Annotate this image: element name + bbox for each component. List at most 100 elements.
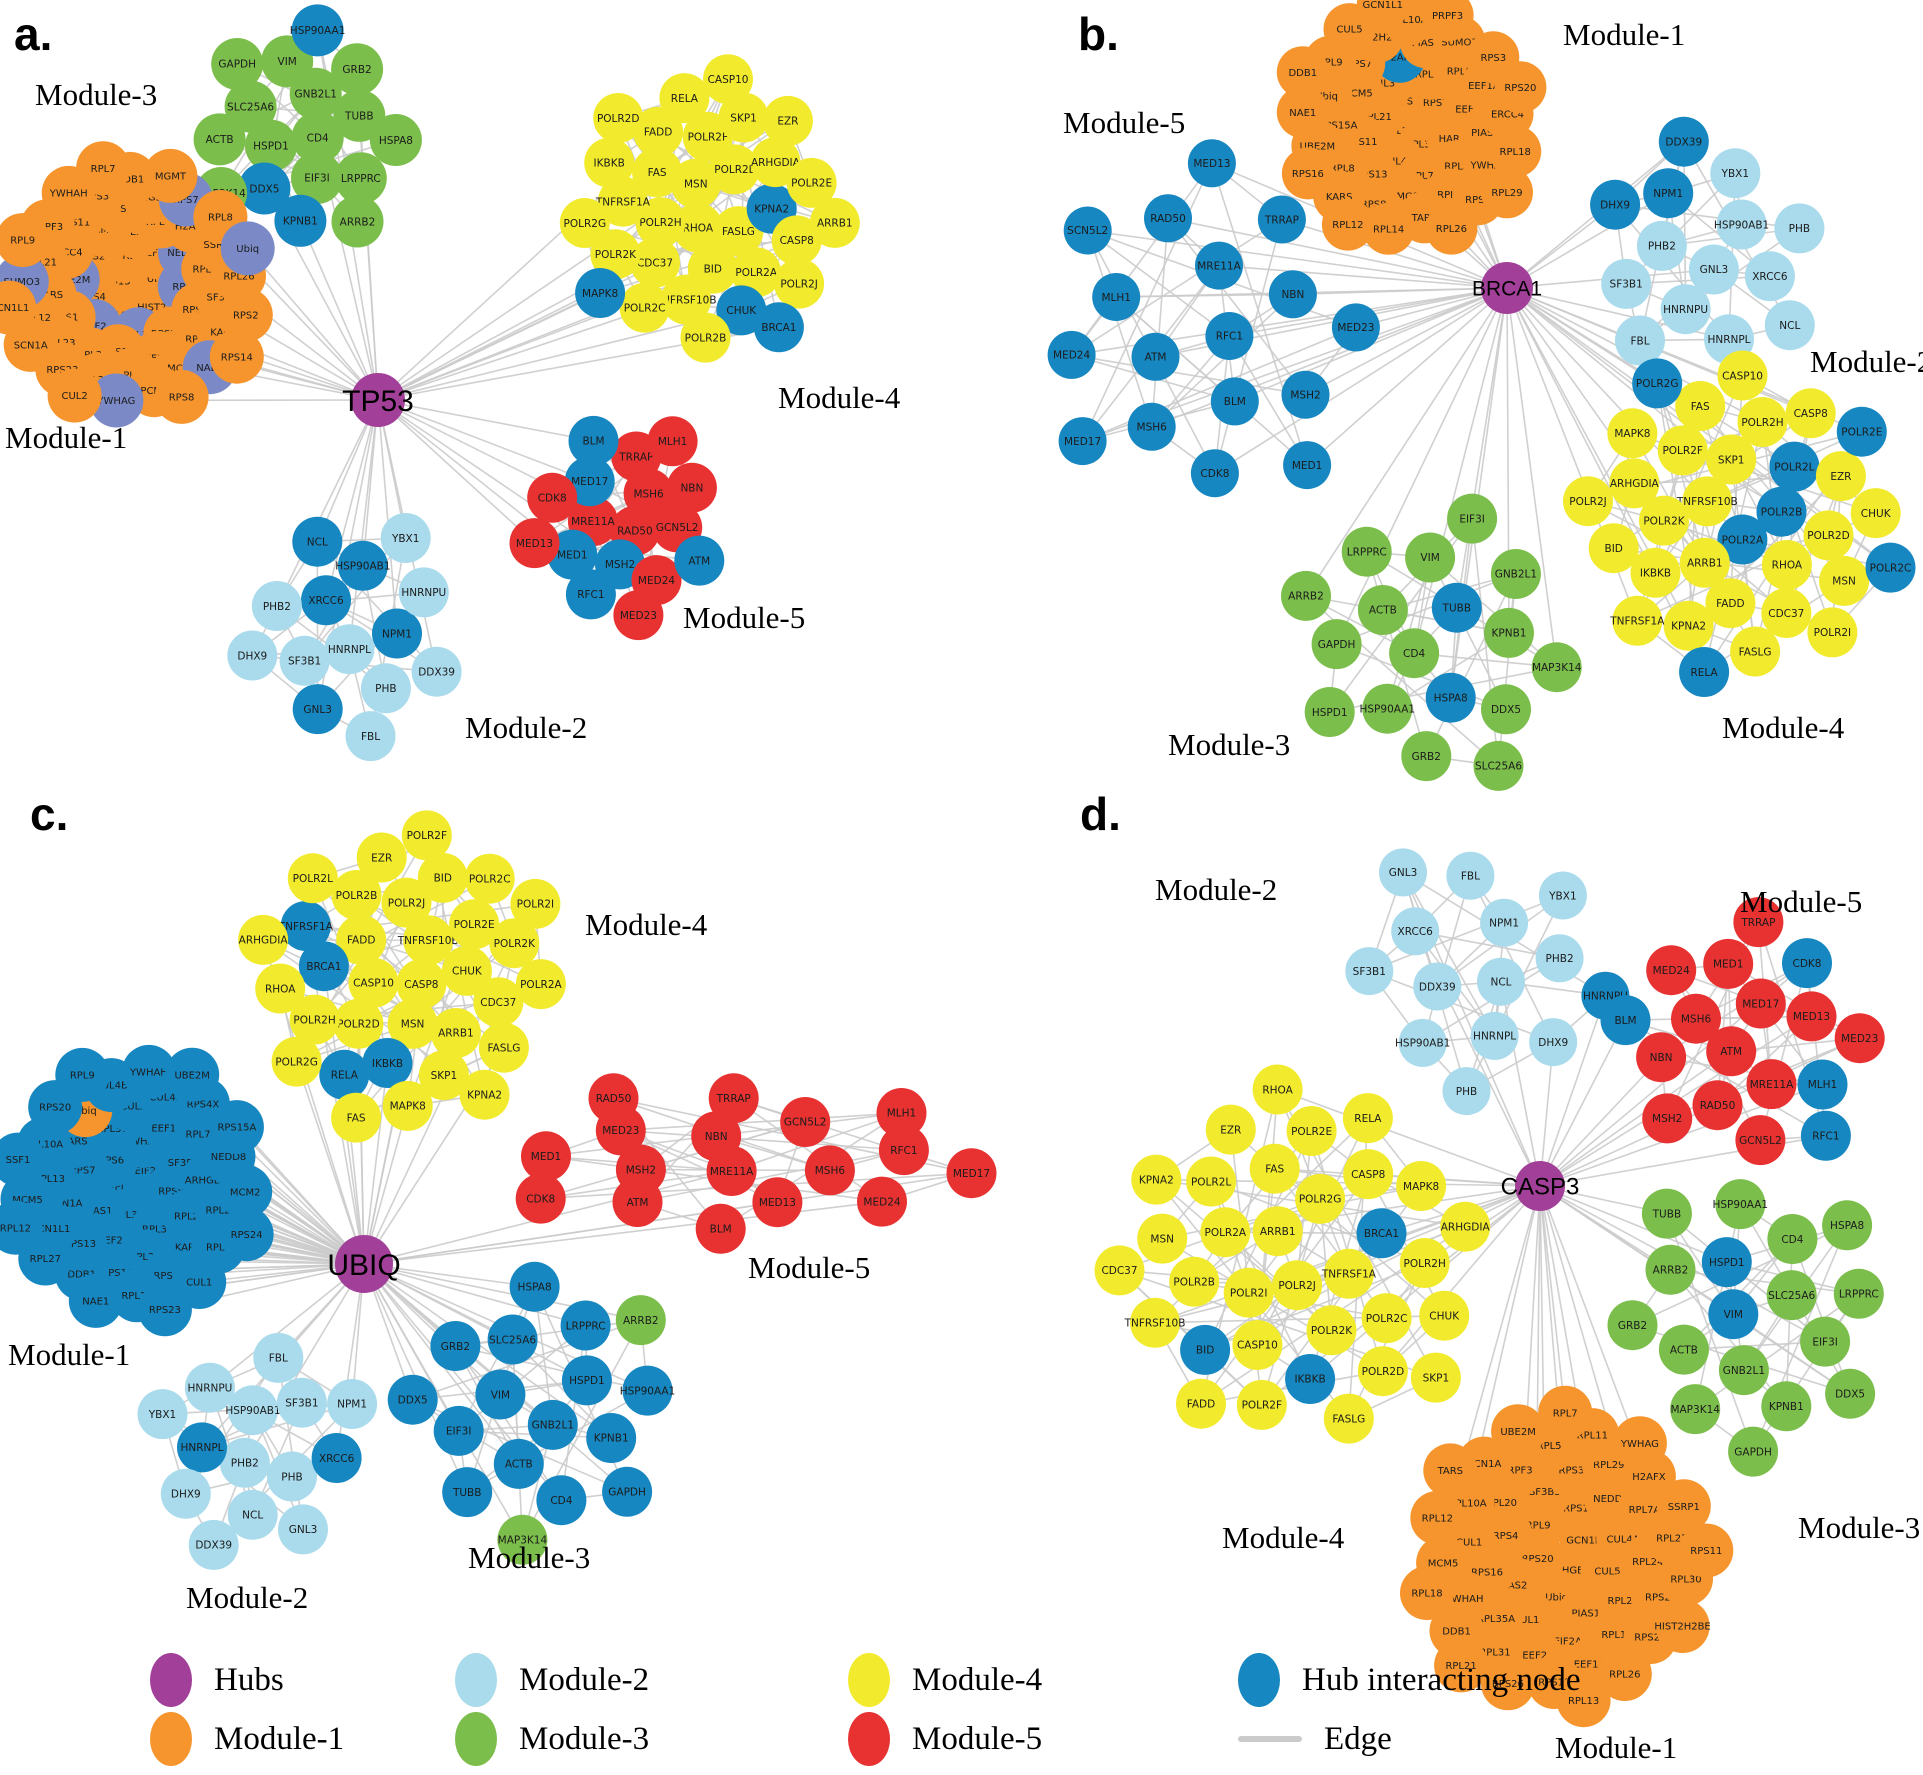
node-KPNA2[interactable] — [459, 1069, 510, 1120]
node-MSH2[interactable] — [1642, 1093, 1693, 1144]
node-ARHGDIA[interactable] — [1609, 458, 1660, 509]
node-LRPPRC[interactable] — [560, 1300, 611, 1351]
node-RPS20[interactable] — [1494, 61, 1547, 114]
node-BLM[interactable] — [568, 415, 619, 466]
node-BID[interactable] — [1180, 1324, 1231, 1375]
node-TRRAP[interactable] — [708, 1073, 759, 1124]
node-MLH1[interactable] — [876, 1088, 927, 1138]
node-KPNB1[interactable] — [1484, 607, 1534, 658]
node-HNRNPU[interactable] — [398, 567, 449, 618]
node-HSPD1[interactable] — [561, 1355, 612, 1406]
node-MCM2[interactable] — [218, 1164, 273, 1219]
node-SKP1[interactable] — [1410, 1352, 1461, 1403]
node-HSPD1[interactable] — [1701, 1237, 1752, 1288]
node-VIM[interactable] — [475, 1369, 526, 1420]
node-MED1[interactable] — [1283, 441, 1332, 490]
node-SKP1[interactable] — [718, 92, 769, 143]
node-SLC25A6[interactable] — [1473, 740, 1524, 791]
node-GAPDH[interactable] — [602, 1466, 653, 1517]
node-VIM[interactable] — [1708, 1289, 1759, 1340]
node-NBN[interactable] — [666, 462, 717, 513]
node-DHX9[interactable] — [1529, 1018, 1578, 1067]
node-DDX39[interactable] — [1658, 116, 1709, 167]
node-TNFRSF10B[interactable] — [661, 274, 712, 325]
node-RHOA[interactable] — [255, 963, 306, 1014]
node-GAPDH[interactable] — [211, 38, 264, 90]
node-MED17[interactable] — [946, 1148, 997, 1199]
node-CASP8[interactable] — [1785, 388, 1836, 439]
node-SLC25A6[interactable] — [487, 1314, 538, 1365]
node-POLR2C[interactable] — [464, 853, 515, 904]
node-RFC1[interactable] — [878, 1125, 929, 1176]
node-POLR2B[interactable] — [680, 312, 731, 363]
node-CDC37[interactable] — [1761, 588, 1812, 638]
node-LRPPRC[interactable] — [1833, 1268, 1884, 1319]
node-MSH6[interactable] — [804, 1145, 855, 1196]
node-MLH1[interactable] — [1797, 1059, 1848, 1110]
node-UBE2M[interactable] — [1491, 1404, 1546, 1459]
node-HNRNPL[interactable] — [177, 1422, 227, 1473]
node-BRCA1[interactable] — [298, 941, 349, 992]
node-NPM1[interactable] — [1480, 898, 1529, 947]
node-GNL3[interactable] — [278, 1504, 328, 1555]
node-SLC25A6[interactable] — [224, 80, 277, 133]
node-POLR2I[interactable] — [1223, 1267, 1274, 1318]
node-POLR2B[interactable] — [1169, 1256, 1220, 1307]
node-CDC37[interactable] — [473, 977, 524, 1028]
node-POLR2G[interactable] — [1295, 1173, 1346, 1224]
node-RELA[interactable] — [659, 73, 710, 124]
node-NBN[interactable] — [1636, 1032, 1687, 1083]
node-TNFRSF1A[interactable] — [280, 901, 331, 951]
node-CASP8[interactable] — [1343, 1149, 1394, 1200]
node-PHB[interactable] — [360, 663, 411, 714]
node-KPNB1[interactable] — [1761, 1381, 1812, 1432]
node-POLR2L[interactable] — [1769, 441, 1820, 492]
node-POLR2J[interactable] — [381, 877, 432, 928]
node-GNL3[interactable] — [292, 684, 343, 735]
node-POLR2G[interactable] — [271, 1036, 322, 1087]
node-EIF3I[interactable] — [1447, 493, 1498, 544]
node-EZR[interactable] — [762, 95, 813, 146]
node-TNFRSF1A[interactable] — [1612, 595, 1663, 646]
node-CD4[interactable] — [291, 111, 344, 164]
node-ARRB1[interactable] — [1679, 537, 1730, 588]
node-DDX39[interactable] — [1413, 962, 1462, 1011]
node-PHB2[interactable] — [1535, 934, 1584, 983]
node-MSN[interactable] — [1137, 1213, 1188, 1264]
node-POLR2K[interactable] — [1306, 1305, 1357, 1356]
node-POLR2H[interactable] — [289, 994, 340, 1045]
node-DHX9[interactable] — [160, 1468, 211, 1519]
node-FBL[interactable] — [345, 711, 396, 762]
node-POLR2B[interactable] — [331, 870, 382, 920]
node-SF3B1[interactable] — [279, 635, 330, 686]
node-DDX39[interactable] — [188, 1519, 239, 1570]
node-RFC1[interactable] — [565, 569, 616, 620]
node-TNFRSF10B[interactable] — [1682, 476, 1733, 527]
node-RPL29[interactable] — [1481, 166, 1533, 219]
node-BLM[interactable] — [695, 1203, 746, 1254]
node-XRCC6[interactable] — [1391, 907, 1440, 956]
node-EIF3I[interactable] — [433, 1405, 484, 1456]
node-TUBB[interactable] — [1641, 1188, 1692, 1239]
node-TRRAP[interactable] — [1257, 195, 1306, 244]
node-FADD[interactable] — [1705, 578, 1756, 629]
node-MAP3K14[interactable] — [1670, 1384, 1721, 1435]
node-RPS2[interactable] — [218, 287, 273, 342]
node-GNB2L1[interactable] — [1718, 1345, 1769, 1396]
node-CDC37[interactable] — [1094, 1245, 1145, 1296]
node-MED17[interactable] — [1058, 417, 1107, 466]
node-RPL14[interactable] — [1362, 202, 1415, 255]
node-MED23[interactable] — [1834, 1013, 1885, 1064]
node-UBE2M[interactable] — [165, 1047, 220, 1102]
node-KPNB1[interactable] — [586, 1413, 637, 1463]
node-MED24[interactable] — [1047, 330, 1096, 379]
node-DDX5[interactable] — [1481, 684, 1531, 735]
node-HSP90AA1[interactable] — [291, 4, 344, 57]
node-DDB1[interactable] — [1276, 46, 1329, 99]
node-NBN[interactable] — [691, 1111, 742, 1162]
node-ARHGDIA[interactable] — [750, 137, 801, 188]
node-ACTB[interactable] — [1357, 585, 1408, 635]
node-SSF1[interactable] — [0, 1132, 45, 1187]
node-RPL21[interactable] — [1434, 1638, 1489, 1693]
node-IKBKB[interactable] — [584, 137, 635, 188]
